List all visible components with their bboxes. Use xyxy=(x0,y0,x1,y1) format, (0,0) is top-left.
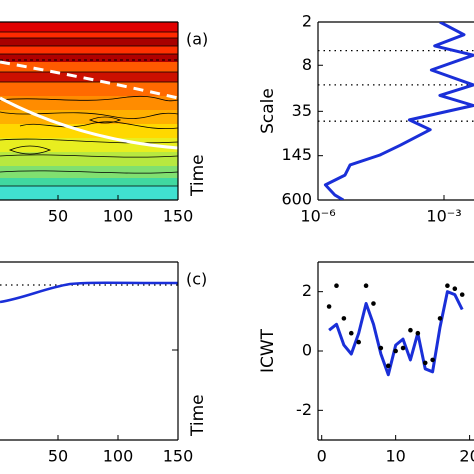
x-tick-label: 0 xyxy=(317,447,327,466)
x-tick-label: 10⁻³ xyxy=(426,207,461,226)
data-point xyxy=(445,283,450,289)
x-tick-label: 150 xyxy=(163,447,194,466)
icwt-line-group xyxy=(328,290,464,377)
data-point xyxy=(371,301,376,306)
icwt-line xyxy=(328,290,464,377)
data-point xyxy=(422,360,428,366)
y-tick-label: 145 xyxy=(281,145,312,164)
points-group xyxy=(326,283,465,369)
data-point xyxy=(437,316,443,321)
data-point xyxy=(415,330,421,336)
panel-label: (a) xyxy=(186,30,208,49)
x-tick-label: 20 xyxy=(459,447,474,466)
data-point xyxy=(430,357,435,363)
x-tick-label: 50 xyxy=(48,447,68,466)
y-tick-label: 0 xyxy=(302,341,312,360)
data-point xyxy=(334,283,339,289)
data-point xyxy=(356,339,361,345)
x-tick-label: 150 xyxy=(163,207,194,226)
data-point xyxy=(393,348,398,354)
data-point xyxy=(452,286,458,292)
y-axis-label: Scale xyxy=(258,88,278,134)
y-tick-label: 2 xyxy=(302,281,312,300)
profile-line xyxy=(323,22,474,200)
y-tick-label: -2 xyxy=(296,400,312,419)
panel-label: (c) xyxy=(186,270,207,289)
y-tick-label: 600 xyxy=(281,190,312,209)
data-point xyxy=(348,330,354,336)
y-axis-label: Time xyxy=(188,394,208,437)
data-point xyxy=(326,304,332,309)
data-point xyxy=(408,327,413,333)
y-axis-label: Time xyxy=(188,154,208,197)
contour-image xyxy=(0,22,178,200)
y-tick-label: 8 xyxy=(302,55,312,74)
x-tick-label: 10 xyxy=(385,447,405,466)
data-point xyxy=(363,283,369,289)
y-axis-label: ICWT xyxy=(258,328,278,373)
x-tick-label: 100 xyxy=(103,447,134,466)
reference-group xyxy=(318,49,474,122)
convergence-plot xyxy=(0,281,178,351)
x-tick-label: 10⁻⁶ xyxy=(300,207,335,226)
x-tick-label: 50 xyxy=(48,207,68,226)
data-point xyxy=(400,345,406,351)
x-tick-label: 100 xyxy=(103,207,134,226)
profile-line-group xyxy=(323,22,474,200)
y-tick-label: 2 xyxy=(302,12,312,31)
data-point xyxy=(459,292,465,297)
y-tick-label: 35 xyxy=(292,101,312,120)
data-point xyxy=(341,316,347,321)
data-point xyxy=(378,345,384,351)
data-point xyxy=(385,363,391,369)
